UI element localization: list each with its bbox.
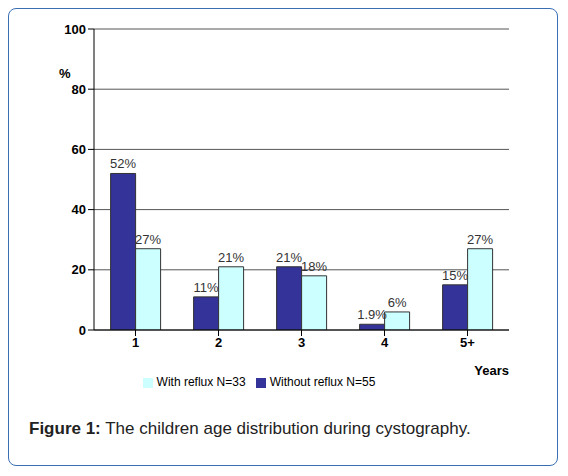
svg-text:20: 20	[72, 262, 86, 277]
html-text:Without reflux N=55: Without reflux N=55	[269, 375, 376, 389]
svg-text:80: 80	[72, 82, 86, 97]
svg-text:0: 0	[79, 323, 86, 338]
svg-text:3: 3	[298, 335, 305, 350]
svg-text:11%: 11%	[194, 280, 219, 295]
svg-text:21%: 21%	[276, 250, 302, 265]
svg-text:Years: Years	[474, 363, 509, 378]
svg-text:18%: 18%	[301, 259, 327, 274]
svg-text:100: 100	[64, 22, 86, 37]
svg-text:27%: 27%	[135, 232, 161, 247]
svg-text:60: 60	[72, 142, 86, 157]
svg-text:21%: 21%	[218, 250, 244, 265]
svg-text:15%: 15%	[442, 268, 468, 283]
html-text:With reflux N=33: With reflux N=33	[156, 375, 246, 389]
svg-text:2: 2	[215, 335, 222, 350]
html-text:Figure 1: The children age dis: Figure 1: The children age distribution …	[29, 419, 471, 438]
svg-text:1.9%: 1.9%	[357, 307, 387, 322]
svg-text:4: 4	[381, 335, 389, 350]
svg-text:27%: 27%	[467, 232, 493, 247]
svg-text:40: 40	[72, 202, 86, 217]
svg-text:1: 1	[132, 335, 139, 350]
svg-text:52%: 52%	[110, 156, 136, 171]
svg-text:%: %	[59, 66, 71, 81]
svg-text:6%: 6%	[388, 295, 407, 310]
svg-text:5+: 5+	[460, 335, 475, 350]
